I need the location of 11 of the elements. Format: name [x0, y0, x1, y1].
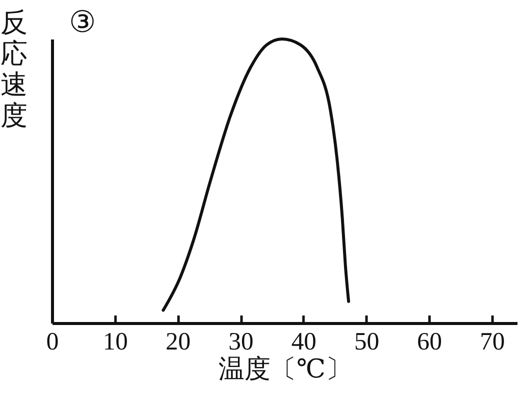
x-tick-label: 10 — [102, 328, 128, 356]
x-tick-label: 0 — [46, 328, 59, 356]
y-axis-title: 反応速度 — [0, 8, 28, 130]
x-tick-label: 70 — [480, 328, 505, 356]
x-axis-title: 温度〔℃〕 — [218, 354, 352, 384]
x-tick-label: 40 — [291, 328, 316, 356]
x-tick-label: 30 — [228, 328, 254, 356]
chart-title: ③ — [69, 6, 96, 39]
x-tick-label: 50 — [354, 328, 380, 356]
x-tick-label: 20 — [166, 328, 191, 356]
x-tick-label: 60 — [417, 328, 442, 356]
